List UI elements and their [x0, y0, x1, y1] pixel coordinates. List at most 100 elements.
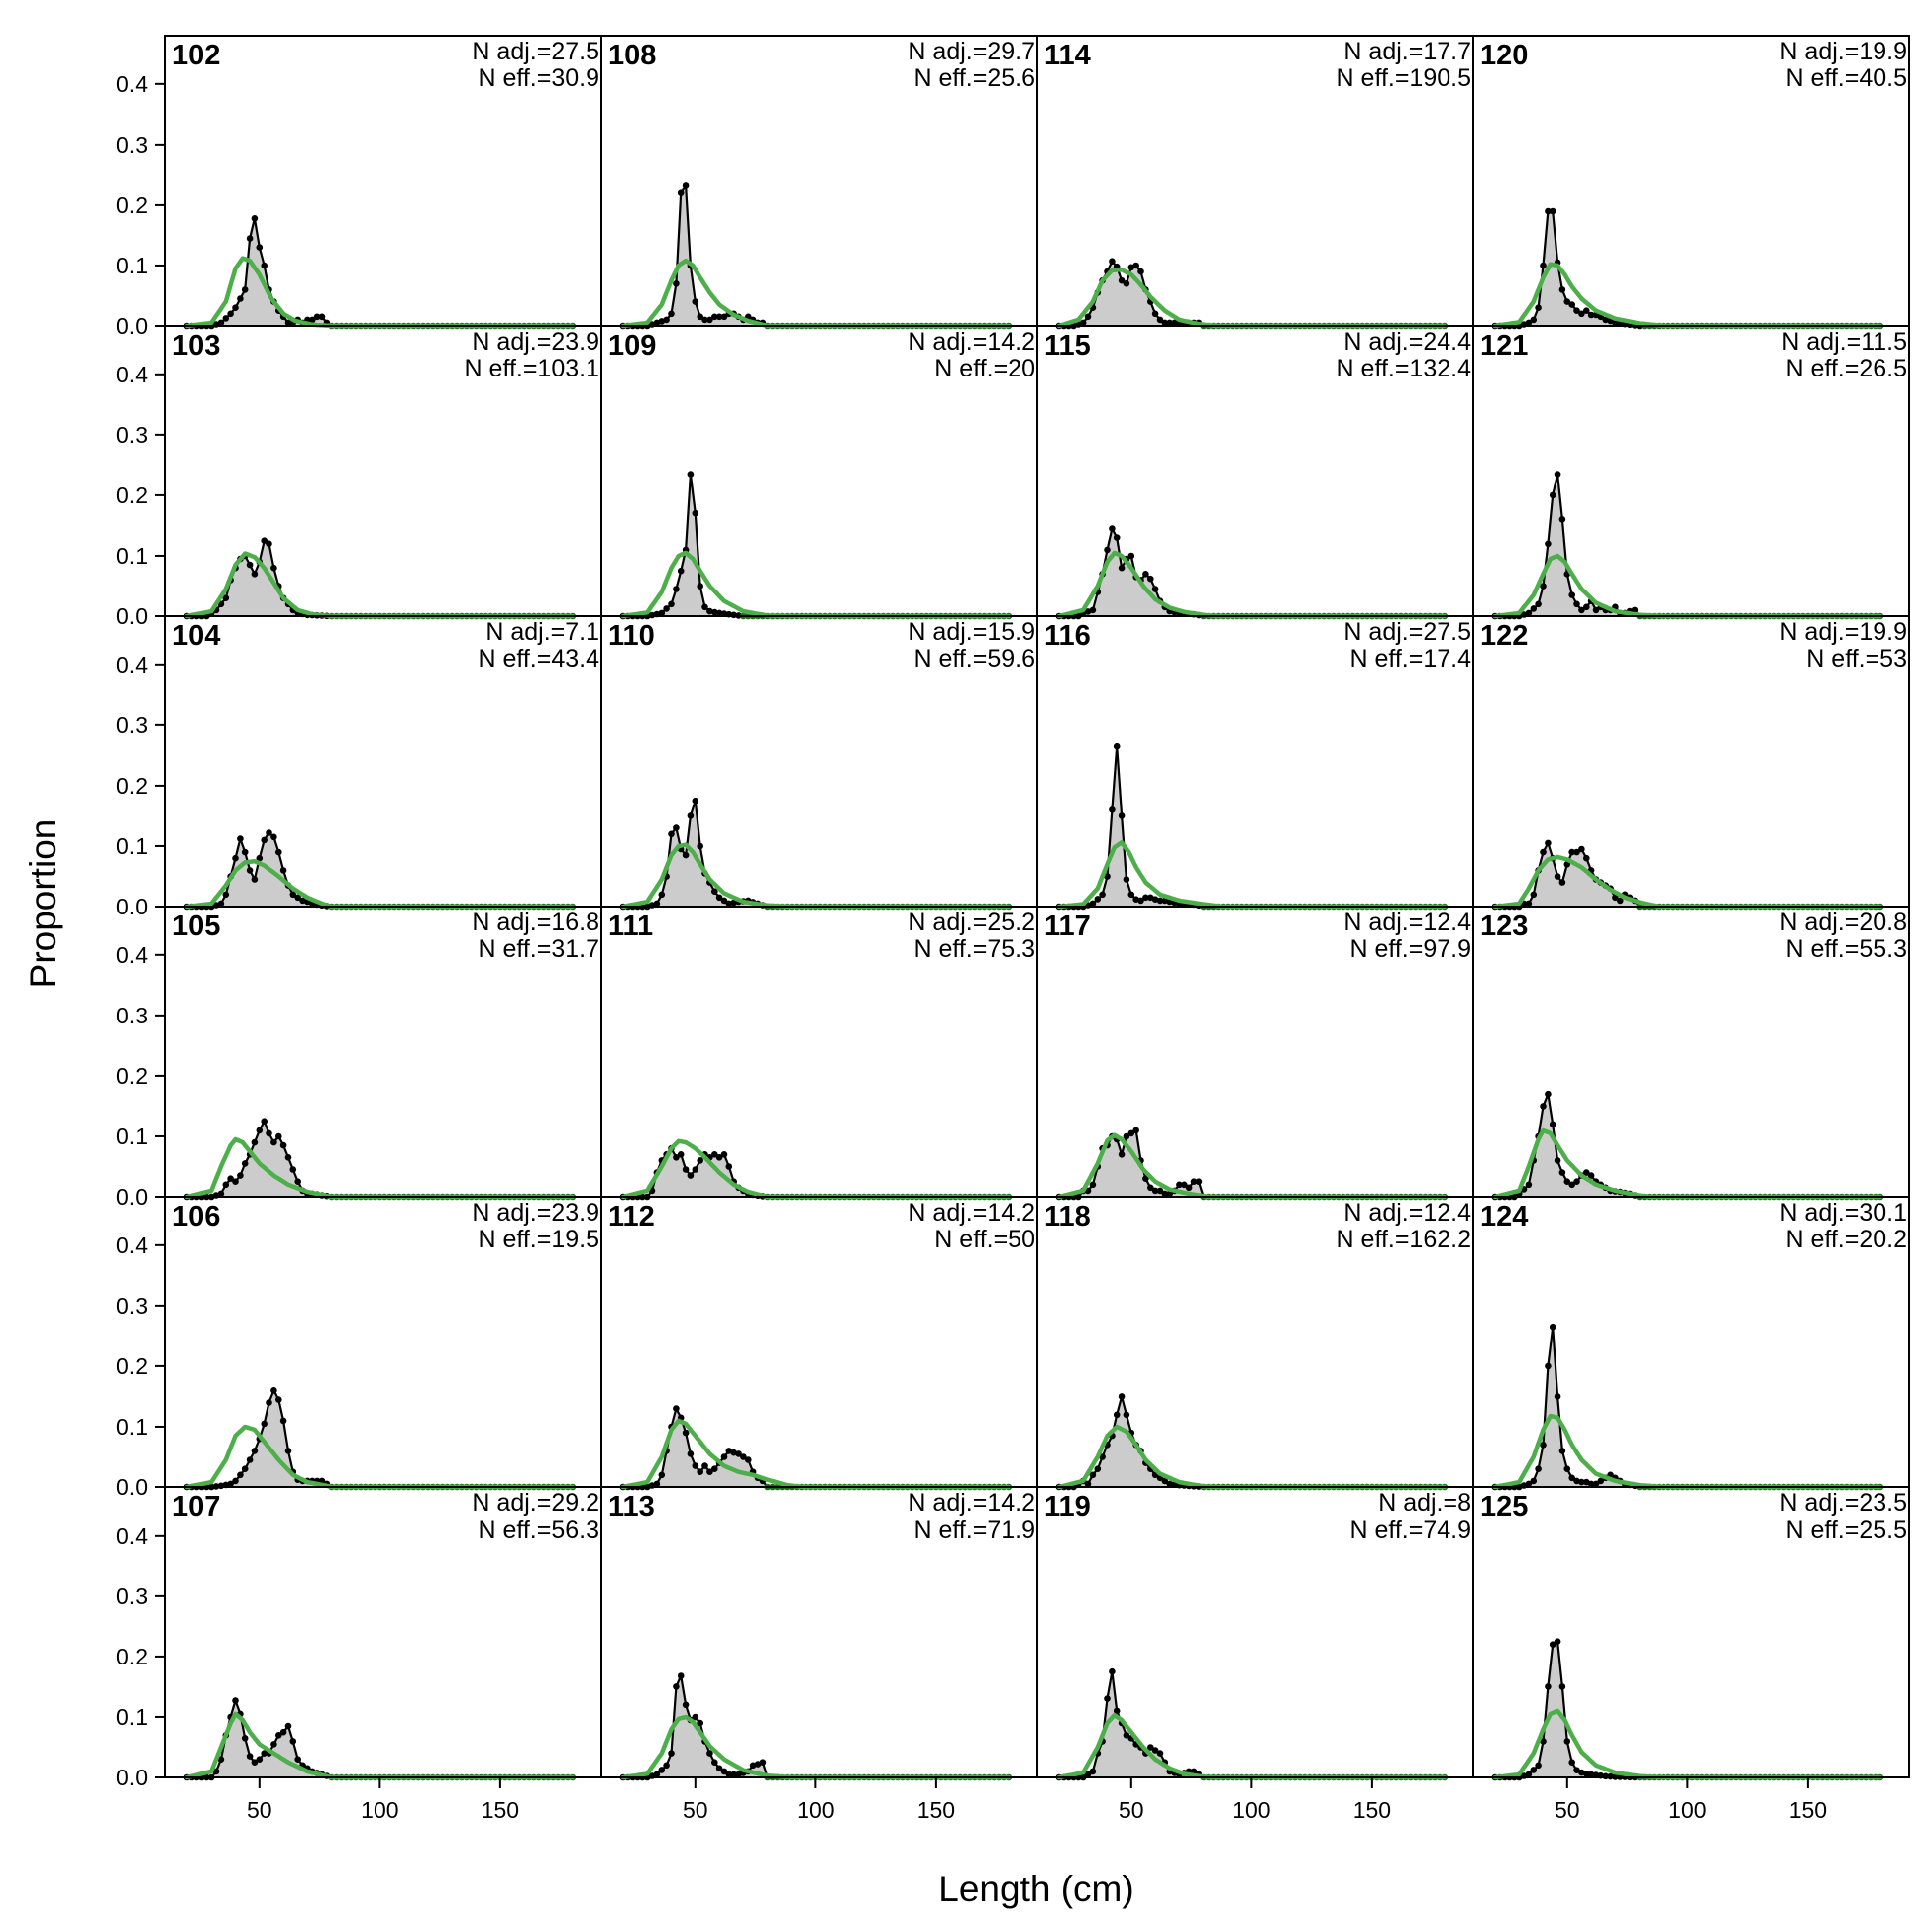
observed-point [1084, 1480, 1092, 1488]
panel-118: 118 N adj.=12.4N eff.=162.2 [1036, 1196, 1474, 1491]
observed-point [1568, 1759, 1575, 1766]
n-eff-label: N eff.=97.9 [1349, 935, 1471, 963]
observed-point [1545, 1362, 1552, 1370]
observed-point [1617, 897, 1624, 905]
panel-label: 125 [1480, 1491, 1528, 1523]
observed-point [246, 867, 254, 874]
observed-point [658, 609, 666, 617]
observed-point [256, 1127, 264, 1134]
n-adj-label: N adj.=14.2 [908, 1199, 1035, 1227]
n-eff-label: N eff.=20 [934, 355, 1035, 382]
panel-108: 108 N adj.=29.7N eff.=25.6 [600, 35, 1038, 330]
observed-point [217, 319, 225, 327]
observed-point [663, 605, 670, 612]
y-tick-label: 0.0 [116, 1184, 148, 1210]
panel-123: 123 N adj.=20.8N eff.=55.3 [1472, 906, 1910, 1201]
observed-point [266, 829, 272, 836]
observed-point [1142, 571, 1149, 578]
axes: 0.0 0.1 0.2 0.3 0.4 0.0 0.1 0.2 0.3 0.4 0.0 0.1 0.2 0… [116, 71, 1827, 1823]
observed-point [697, 583, 703, 590]
panel-label: 120 [1480, 40, 1528, 71]
observed-point [711, 1151, 718, 1158]
observed-point [692, 298, 699, 305]
observed-point [1563, 1178, 1571, 1185]
n-eff-label: N eff.=25.5 [1785, 1516, 1907, 1544]
observed-point [706, 316, 713, 324]
y-tick-label: 0.4 [116, 942, 148, 968]
observed-point [730, 899, 737, 907]
observed-point [1525, 1480, 1533, 1488]
observed-point [745, 1456, 752, 1463]
observed-point [1094, 1465, 1102, 1472]
observed-point [251, 1448, 259, 1454]
observed-point [1583, 603, 1590, 611]
observed-point [1540, 583, 1547, 590]
observed-point [1530, 1477, 1538, 1485]
y-tick-label: 0.2 [116, 1063, 148, 1089]
observed-point [251, 1759, 259, 1766]
observed-point [1109, 258, 1116, 266]
observed-point [241, 286, 249, 293]
observed-point [1612, 894, 1619, 902]
observed-point [1558, 286, 1566, 293]
observed-area [186, 832, 573, 907]
observed-area [622, 1408, 1009, 1487]
observed-point [1530, 1767, 1538, 1773]
observed-point [1558, 1683, 1566, 1690]
observed-point [706, 607, 713, 615]
observed-area [186, 218, 573, 326]
n-adj-label: N adj.=15.9 [908, 618, 1035, 646]
observed-point [1127, 1129, 1135, 1137]
observed-point [270, 1138, 277, 1146]
observed-point [1592, 606, 1600, 614]
observed-point [725, 900, 733, 908]
observed-point [1161, 1190, 1169, 1198]
panel-label: 105 [172, 911, 220, 942]
panel-label: 117 [1044, 911, 1091, 942]
observed-point [232, 1178, 239, 1185]
y-tick-label: 0.4 [116, 1233, 148, 1258]
observed-point [1147, 575, 1154, 583]
observed-point [227, 1175, 234, 1182]
observed-area [1058, 1129, 1445, 1197]
y-tick-label: 0.1 [116, 833, 148, 859]
observed-point [217, 1756, 225, 1763]
observed-point [1592, 1480, 1600, 1488]
observed-area [1494, 842, 1880, 907]
observed-point [1109, 806, 1116, 813]
observed-point [673, 280, 680, 287]
n-eff-label: N eff.=59.6 [913, 645, 1035, 673]
observed-point [1137, 897, 1144, 905]
observed-point [1151, 1187, 1159, 1195]
x-tick-label: 50 [683, 1797, 708, 1823]
observed-point [653, 900, 661, 908]
observed-area [1494, 1641, 1880, 1777]
y-tick-label: 0.0 [116, 313, 148, 339]
observed-point [692, 1166, 699, 1173]
observed-point [251, 1138, 259, 1146]
panel-119: 119 N adj.=8N eff.=74.9 [1036, 1486, 1474, 1781]
observed-point [1578, 845, 1585, 853]
observed-point [711, 1465, 718, 1472]
observed-point [251, 876, 259, 883]
observed-point [1127, 891, 1135, 899]
observed-point [1113, 1707, 1121, 1715]
n-eff-label: N eff.=56.3 [478, 1516, 599, 1544]
observed-point [1535, 1465, 1542, 1472]
observed-point [284, 319, 292, 327]
observed-point [682, 851, 690, 859]
observed-point [692, 509, 699, 517]
observed-point [1540, 1738, 1547, 1745]
panel-label: 118 [1044, 1201, 1091, 1233]
observed-point [1176, 1181, 1183, 1189]
observed-point [668, 310, 675, 318]
observed-point [1554, 1157, 1561, 1164]
observed-point [294, 894, 302, 902]
observed-point [1573, 1767, 1580, 1773]
observed-point [1554, 1638, 1561, 1645]
panel-120: 120 N adj.=19.9N eff.=40.5 [1472, 35, 1910, 330]
observed-point [653, 1771, 661, 1778]
observed-point [1094, 896, 1102, 903]
panel-label: 116 [1044, 620, 1091, 652]
